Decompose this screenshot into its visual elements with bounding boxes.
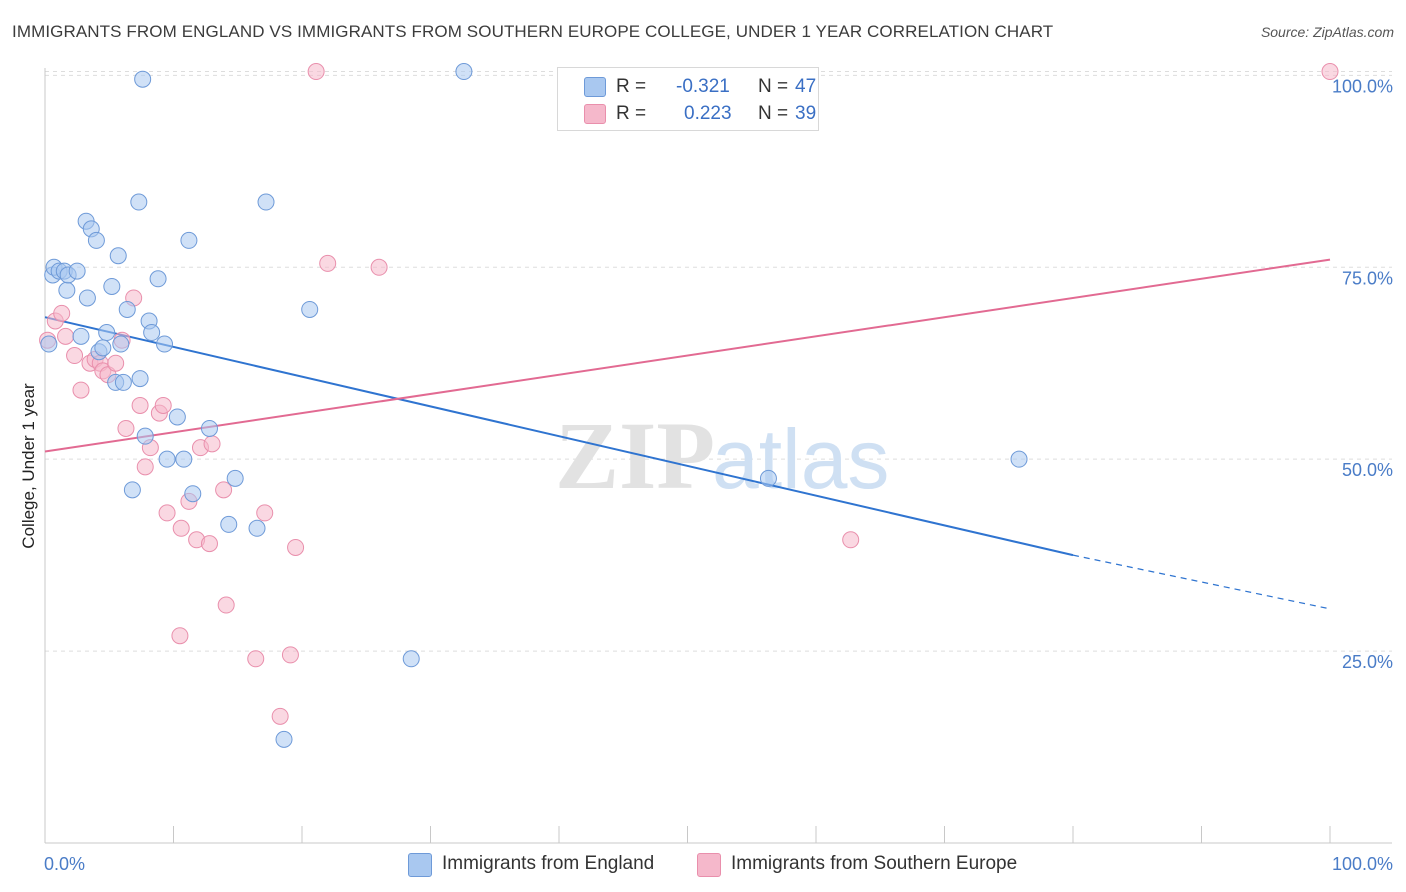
point-southern xyxy=(117,419,135,437)
point-england xyxy=(134,70,152,88)
point-england xyxy=(94,339,112,357)
point-england xyxy=(123,481,141,499)
point-england xyxy=(112,335,130,353)
tick-labels: 25.0% 50.0% 75.0% 100.0% 0.0% 100.0% xyxy=(44,76,1393,874)
gridlines xyxy=(45,71,1392,652)
point-southern xyxy=(1321,63,1339,81)
x-tick-label: 100.0% xyxy=(1332,854,1393,874)
point-southern xyxy=(319,254,337,272)
point-southern xyxy=(136,458,154,476)
point-england xyxy=(175,450,193,468)
point-england xyxy=(301,300,319,318)
series-swatch-southern xyxy=(697,853,721,877)
point-england xyxy=(226,469,244,487)
legend-n-label: N = xyxy=(758,76,789,97)
y-tick-label: 50.0% xyxy=(1342,460,1393,480)
point-southern xyxy=(107,354,125,372)
point-southern xyxy=(203,435,221,453)
point-southern xyxy=(57,327,75,345)
point-england xyxy=(180,231,198,249)
point-england xyxy=(220,515,238,533)
point-england xyxy=(275,730,293,748)
point-england xyxy=(143,324,161,342)
point-southern xyxy=(281,646,299,664)
point-england xyxy=(68,262,86,280)
point-england xyxy=(402,650,420,668)
point-england xyxy=(200,419,218,437)
point-england xyxy=(149,270,167,288)
point-england xyxy=(136,427,154,445)
point-england xyxy=(72,327,90,345)
legend-r-label: R = xyxy=(616,76,647,97)
source-attribution: Source: ZipAtlas.com xyxy=(1260,24,1394,40)
point-england xyxy=(248,519,266,537)
point-southern xyxy=(53,304,71,322)
point-england xyxy=(118,300,136,318)
point-england xyxy=(40,335,58,353)
series-swatch-england xyxy=(408,853,432,877)
legend-n-label: N = xyxy=(758,103,789,124)
series-label-england: Immigrants from England xyxy=(442,853,655,874)
point-southern xyxy=(307,63,325,81)
point-southern xyxy=(370,258,388,276)
trend-line-england-extension xyxy=(1072,554,1331,610)
point-southern xyxy=(271,707,289,725)
point-southern xyxy=(287,538,305,556)
y-tick-label: 100.0% xyxy=(1332,76,1393,96)
x-tick-label: 0.0% xyxy=(44,854,85,874)
point-england xyxy=(455,63,473,81)
point-southern xyxy=(154,396,172,414)
trend-line-england xyxy=(44,316,1074,557)
legend-n-value-england: 47 xyxy=(795,76,817,97)
legend-swatch-southern xyxy=(584,104,606,124)
point-england xyxy=(103,277,121,295)
point-england xyxy=(131,370,149,388)
point-england xyxy=(114,373,132,391)
trend-line-southern xyxy=(44,258,1331,453)
point-england xyxy=(156,335,174,353)
point-england xyxy=(184,485,202,503)
point-southern xyxy=(172,519,190,537)
point-england xyxy=(158,450,176,468)
point-southern xyxy=(247,650,265,668)
point-england xyxy=(58,281,76,299)
point-southern xyxy=(158,504,176,522)
point-england xyxy=(257,193,275,211)
point-england xyxy=(759,469,777,487)
point-england xyxy=(109,247,127,265)
legend-r-value-southern: 0.223 xyxy=(684,103,732,124)
point-southern xyxy=(256,504,274,522)
series-legend: Immigrants from England Immigrants from … xyxy=(0,852,1406,878)
point-southern xyxy=(200,535,218,553)
correlation-legend: R = -0.321 N = 47 R = 0.223 N = 39 xyxy=(557,67,819,131)
legend-r-value-england: -0.321 xyxy=(676,76,730,97)
y-tick-label: 75.0% xyxy=(1342,268,1393,288)
watermark-zip: ZIP xyxy=(555,402,715,509)
y-axis-label: College, Under 1 year xyxy=(19,383,38,549)
point-england xyxy=(78,289,96,307)
point-southern xyxy=(131,396,149,414)
chart-title: IMMIGRANTS FROM ENGLAND VS IMMIGRANTS FR… xyxy=(12,22,1054,41)
point-england xyxy=(168,408,186,426)
legend-n-value-southern: 39 xyxy=(795,103,817,124)
point-england xyxy=(87,231,105,249)
data-points xyxy=(39,63,1339,748)
point-southern xyxy=(842,531,860,549)
point-southern xyxy=(72,381,90,399)
watermark-atlas: atlas xyxy=(712,412,889,506)
axes xyxy=(44,68,1392,844)
y-tick-label: 25.0% xyxy=(1342,652,1393,672)
point-southern xyxy=(217,596,235,614)
point-southern xyxy=(66,347,84,365)
point-england xyxy=(98,324,116,342)
point-england xyxy=(130,193,148,211)
point-southern xyxy=(215,481,233,499)
legend-r-label: R = xyxy=(616,103,647,124)
point-southern xyxy=(171,627,189,645)
trend-lines xyxy=(44,258,1331,610)
legend-swatch-england xyxy=(584,77,606,97)
point-england xyxy=(1010,450,1028,468)
series-label-southern: Immigrants from Southern Europe xyxy=(731,853,1018,874)
